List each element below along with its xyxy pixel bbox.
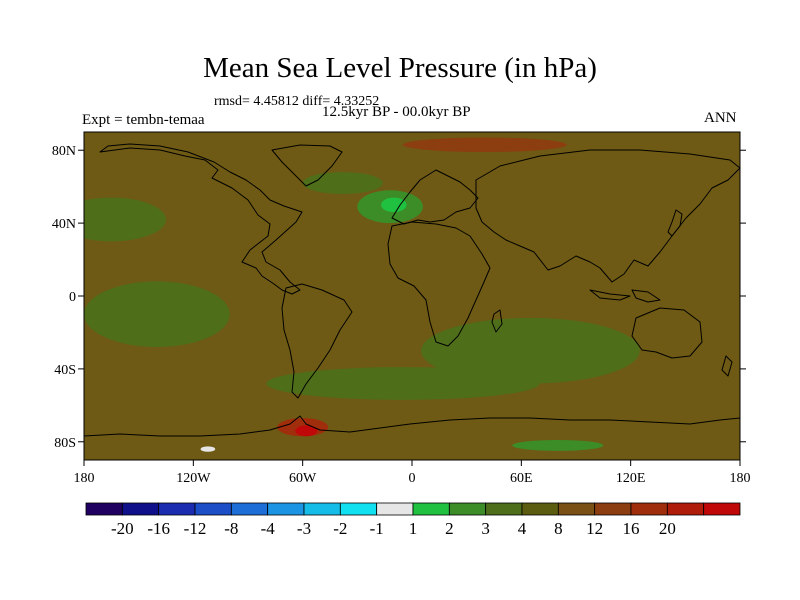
colorbar-label: 1 bbox=[409, 519, 418, 538]
colorbar-swatch bbox=[521, 502, 559, 516]
region-n-atlantic-core bbox=[381, 197, 407, 213]
region-antarctic-red-core bbox=[295, 425, 318, 437]
coastlines bbox=[84, 143, 740, 437]
colorbar-swatch bbox=[703, 502, 741, 516]
colorbar-label: 20 bbox=[659, 519, 676, 538]
colorbar-label: -3 bbox=[297, 519, 311, 538]
colorbar-swatch bbox=[121, 502, 160, 516]
colorbar-label: 4 bbox=[518, 519, 527, 538]
colorbar-swatch bbox=[267, 502, 305, 516]
region-antarctic-white-spot bbox=[200, 446, 216, 452]
colorbar-swatch bbox=[448, 502, 487, 516]
colorbar-swatch bbox=[630, 502, 668, 516]
stats-text: rmsd= 4.45812 diff= 4.33252 bbox=[214, 94, 380, 109]
colorbar-swatch bbox=[194, 502, 232, 516]
lon-tick-label: 180 bbox=[74, 471, 95, 486]
colorbar-label: 16 bbox=[623, 519, 640, 538]
colorbar-swatch bbox=[303, 502, 341, 516]
longitude-axis: 180 120W 60W 0 60E 120E 180 bbox=[74, 460, 751, 486]
colorbar-label: -2 bbox=[333, 519, 347, 538]
colorbar-swatch bbox=[158, 502, 196, 516]
colorbar-swatch bbox=[376, 502, 414, 516]
colorbar-label: 8 bbox=[554, 519, 563, 538]
lon-tick-label: 0 bbox=[409, 471, 416, 486]
colorbar-label: -12 bbox=[184, 519, 207, 538]
colorbar-swatch bbox=[485, 502, 523, 516]
colorbar-swatch bbox=[557, 502, 596, 516]
colorbar-label: 12 bbox=[586, 519, 603, 538]
region-antarctic-green-east bbox=[512, 439, 604, 451]
season-label: ANN bbox=[704, 110, 737, 126]
subtitle: 12.5kyr BP - 00.0kyr BP bbox=[322, 104, 471, 120]
region-s-indian-green-band bbox=[421, 317, 640, 384]
colorbar-label: -1 bbox=[370, 519, 384, 538]
region-arctic-red bbox=[402, 137, 567, 153]
colorbar-label: -8 bbox=[224, 519, 238, 538]
lat-tick-label: 40N bbox=[52, 217, 76, 232]
lon-tick-label: 180 bbox=[730, 471, 751, 486]
experiment-label: Expt = tembn-temaa bbox=[82, 112, 205, 128]
lon-tick-label: 120E bbox=[616, 471, 646, 486]
plot-title: Mean Sea Level Pressure (in hPa) bbox=[203, 52, 597, 84]
colorbar-swatch bbox=[85, 502, 123, 516]
colorbar-label: -20 bbox=[111, 519, 134, 538]
colorbar-swatch bbox=[339, 502, 378, 516]
colorbar-swatch bbox=[594, 502, 632, 516]
region-greenland-green bbox=[302, 172, 383, 194]
lon-tick-label: 60W bbox=[289, 471, 317, 486]
colorbar-swatch bbox=[412, 502, 450, 516]
colorbar-label: 2 bbox=[445, 519, 454, 538]
region-n-pacific-high-anomaly bbox=[84, 197, 166, 242]
lat-tick-label: 40S bbox=[54, 363, 76, 378]
lat-tick-label: 0 bbox=[69, 290, 76, 305]
colorbar-swatch bbox=[230, 502, 269, 516]
colorbar-label: 3 bbox=[481, 519, 490, 538]
anomaly-regions bbox=[84, 137, 640, 452]
colorbar-label: -4 bbox=[261, 519, 276, 538]
lat-tick-label: 80S bbox=[54, 436, 76, 451]
colorbar: -20 -16 -12 -8 -4 -3 -2 -1 1 2 3 4 8 12 16 20 bbox=[85, 502, 741, 538]
colorbar-swatch bbox=[666, 502, 705, 516]
region-e-pacific-green bbox=[84, 281, 230, 348]
lat-tick-label: 80N bbox=[52, 144, 76, 159]
colorbar-label: -16 bbox=[147, 519, 170, 538]
latitude-axis: 80N 40N 0 40S 80S bbox=[52, 144, 746, 451]
lon-tick-label: 120W bbox=[176, 471, 211, 486]
lon-tick-label: 60E bbox=[510, 471, 533, 486]
